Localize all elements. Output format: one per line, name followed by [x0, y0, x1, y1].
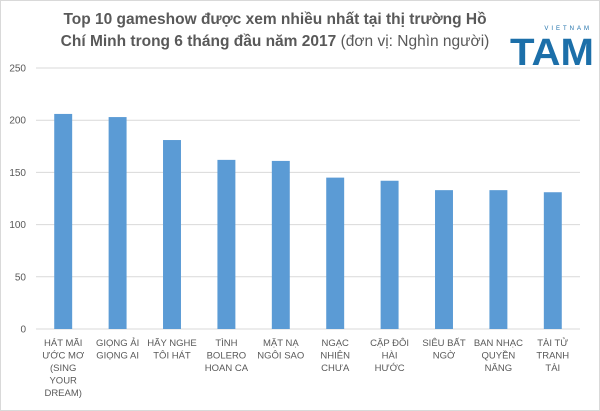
- x-axis-labels: HÁT MÃI ƯỚC MƠ (SING YOUR DREAM) GIỌNG ẢI GIỌN…: [42, 337, 569, 399]
- chart-unit-text: (đơn vị: Nghìn người): [340, 33, 490, 50]
- logo-main-text: TAM: [510, 32, 594, 70]
- y-tick-label: 100: [9, 220, 26, 231]
- bar: [326, 177, 345, 329]
- x-category-label: HÃY NGHE TÔI HÁT: [147, 338, 196, 362]
- logo-top-text: VIETNAM: [544, 26, 592, 32]
- bar: [489, 190, 508, 329]
- y-tick-label: 0: [20, 325, 26, 336]
- chart-title-text: Top 10 gameshow được xem nhiều nhất tại …: [60, 11, 487, 50]
- x-category-label: MẶT NẠ NGÔI SAO: [257, 338, 304, 362]
- x-category-label: TÌNH BOLERO HOAN CA: [205, 338, 249, 374]
- gridlines: [36, 67, 580, 330]
- bar: [271, 160, 290, 329]
- brand-logo: VIETNAM TAM: [510, 26, 594, 70]
- bar: [217, 159, 236, 329]
- chart-title: Top 10 gameshow được xem nhiều nhất tại …: [50, 9, 500, 53]
- x-category-label: GIỌNG ẢI GIỌNG AI: [96, 337, 139, 362]
- bar: [163, 140, 181, 329]
- x-category-label: BAN NHẠC QUYỀN NĂNG: [474, 338, 523, 374]
- x-category-label: CẶP ĐÔI HÀI HƯỚC: [370, 338, 409, 374]
- x-category-label: TÀI TỬ TRANH TÀI: [536, 337, 569, 374]
- y-tick-label: 200: [9, 116, 26, 127]
- bar: [435, 190, 453, 329]
- y-axis-ticks: 0 50 100 150 200 250: [9, 64, 26, 336]
- bar: [380, 180, 399, 329]
- y-tick-label: 150: [9, 168, 26, 179]
- bar: [54, 113, 73, 329]
- x-category-label: NGẠC NHIÊN CHƯA: [320, 338, 350, 374]
- x-category-label: SIÊU BẤT NGỜ: [422, 338, 465, 362]
- bar: [543, 192, 562, 329]
- bar: [108, 117, 127, 330]
- bars: [54, 113, 562, 330]
- y-tick-label: 50: [15, 272, 27, 283]
- x-category-label: HÁT MÃI ƯỚC MƠ (SING YOUR DREAM): [42, 338, 84, 399]
- y-tick-label: 250: [9, 64, 26, 75]
